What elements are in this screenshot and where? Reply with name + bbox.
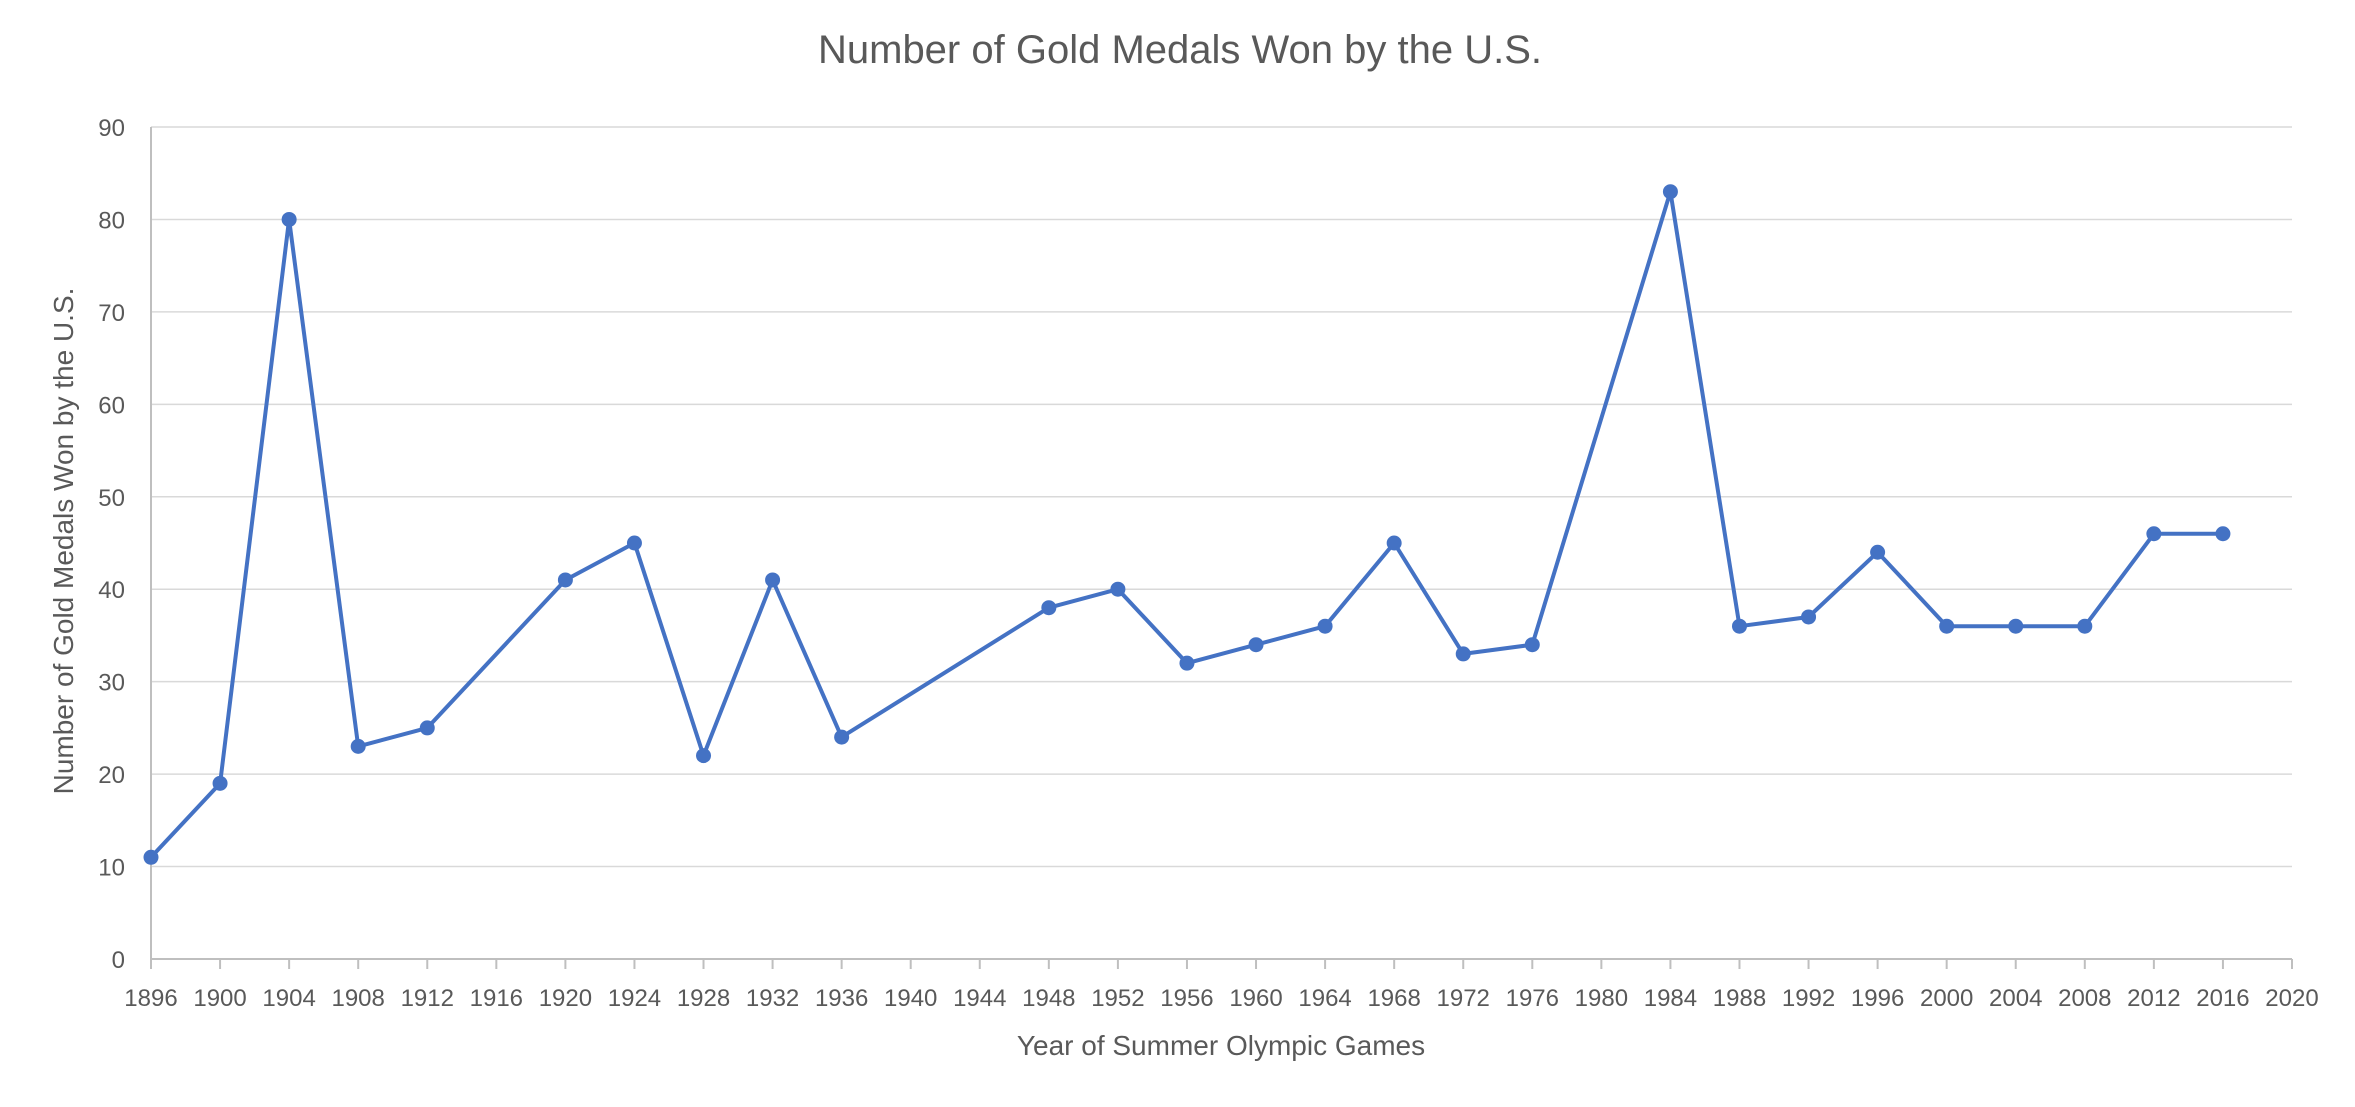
y-tick-label: 20 bbox=[98, 762, 125, 789]
x-tick-label: 1908 bbox=[331, 985, 384, 1012]
data-point bbox=[1870, 544, 1886, 560]
x-tick-label: 1948 bbox=[1022, 985, 1075, 1012]
x-tick-label: 2008 bbox=[2058, 985, 2111, 1012]
data-point bbox=[2008, 618, 2024, 634]
data-point bbox=[143, 849, 159, 865]
y-tick-label: 10 bbox=[98, 855, 125, 882]
gridlines bbox=[151, 126, 2292, 868]
y-axis-title: Number of Gold Medals Won by the U.S. bbox=[48, 288, 79, 795]
x-tick-label: 1964 bbox=[1298, 985, 1351, 1012]
x-tick-label: 1984 bbox=[1644, 985, 1697, 1012]
data-point bbox=[2077, 618, 2093, 634]
x-tick-label: 2004 bbox=[1989, 985, 2042, 1012]
data-point bbox=[1110, 581, 1126, 597]
y-tick-label: 80 bbox=[98, 207, 125, 234]
x-tick-label: 1952 bbox=[1091, 985, 1144, 1012]
data-point bbox=[1801, 609, 1817, 625]
data-point bbox=[1455, 646, 1471, 662]
y-tick-labels: 0 10 20 30 40 50 60 70 80 90 bbox=[98, 115, 125, 974]
x-tick-label: 1968 bbox=[1367, 985, 1420, 1012]
data-point bbox=[765, 572, 781, 588]
x-tick-label: 1928 bbox=[677, 985, 730, 1012]
y-tick-label: 90 bbox=[98, 115, 125, 142]
x-tick-label: 1944 bbox=[953, 985, 1006, 1012]
data-point bbox=[2146, 526, 2162, 542]
data-point bbox=[1731, 618, 1747, 634]
data-point bbox=[626, 535, 642, 551]
x-axis-title: Year of Summer Olympic Games bbox=[1017, 1030, 1425, 1061]
data-point bbox=[212, 775, 228, 791]
x-tick-label: 1900 bbox=[193, 985, 246, 1012]
x-tick-label: 1960 bbox=[1229, 985, 1282, 1012]
y-tick-label: 70 bbox=[98, 300, 125, 327]
series-line bbox=[149, 189, 2223, 859]
data-series bbox=[143, 184, 2231, 865]
data-point bbox=[419, 720, 435, 736]
x-tick-label: 1988 bbox=[1713, 985, 1766, 1012]
data-point bbox=[1662, 184, 1678, 200]
axes bbox=[150, 127, 2293, 969]
x-tick-label: 2020 bbox=[2265, 985, 2318, 1012]
x-tick-label: 2016 bbox=[2196, 985, 2249, 1012]
y-tick-label: 40 bbox=[98, 577, 125, 604]
x-tick-label: 1896 bbox=[124, 985, 177, 1012]
y-tick-label: 0 bbox=[112, 947, 125, 974]
data-point bbox=[2215, 526, 2231, 542]
x-tick-label: 1924 bbox=[608, 985, 661, 1012]
data-point bbox=[350, 738, 366, 754]
x-tick-label: 1996 bbox=[1851, 985, 1904, 1012]
x-tick-label: 1912 bbox=[401, 985, 454, 1012]
x-tick-label: 1916 bbox=[470, 985, 523, 1012]
x-tick-label: 1936 bbox=[815, 985, 868, 1012]
x-tick-label: 1956 bbox=[1160, 985, 1213, 1012]
y-tick-label: 50 bbox=[98, 485, 125, 512]
x-tick-label: 1940 bbox=[884, 985, 937, 1012]
x-tick-label: 1920 bbox=[539, 985, 592, 1012]
data-point bbox=[834, 729, 850, 745]
x-tick-label: 2000 bbox=[1920, 985, 1973, 1012]
x-tick-label: 1992 bbox=[1782, 985, 1835, 1012]
data-point bbox=[696, 748, 712, 764]
data-point bbox=[1524, 637, 1540, 653]
x-tick-label: 2012 bbox=[2127, 985, 2180, 1012]
x-tick-labels: 1896 1900 1904 1908 1912 1916 1920 1924 1928 1932… bbox=[124, 985, 2318, 1012]
x-tick-label: 1976 bbox=[1506, 985, 1559, 1012]
data-point bbox=[557, 572, 573, 588]
data-point bbox=[1179, 655, 1195, 671]
data-point bbox=[1386, 535, 1402, 551]
y-tick-label: 60 bbox=[98, 392, 125, 419]
chart-title: Number of Gold Medals Won by the U.S. bbox=[818, 28, 1542, 72]
data-point bbox=[1248, 637, 1264, 653]
data-point bbox=[281, 211, 297, 227]
x-tick-label: 1972 bbox=[1437, 985, 1490, 1012]
x-tick-label: 1904 bbox=[262, 985, 315, 1012]
data-point bbox=[1939, 618, 1955, 634]
x-tick-label: 1980 bbox=[1575, 985, 1628, 1012]
data-point bbox=[1317, 618, 1333, 634]
x-tick-label: 1932 bbox=[746, 985, 799, 1012]
y-tick-label: 30 bbox=[98, 670, 125, 697]
data-point bbox=[1041, 600, 1057, 616]
